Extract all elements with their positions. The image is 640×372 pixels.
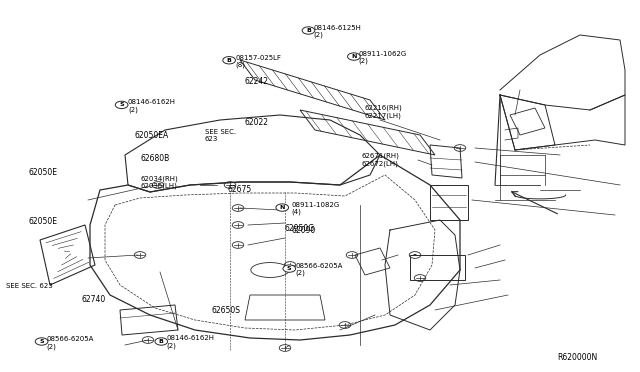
Text: 62216(RH)
62217(LH): 62216(RH) 62217(LH) [365,105,403,119]
Text: 08146-6125H
(2): 08146-6125H (2) [314,25,362,38]
Circle shape [35,338,48,345]
Text: 62675: 62675 [227,185,252,194]
Text: 62050E: 62050E [29,169,58,177]
Circle shape [283,265,296,272]
Text: B: B [306,28,311,33]
Circle shape [223,57,236,64]
Circle shape [115,101,128,109]
Circle shape [155,338,168,345]
Text: S: S [287,266,292,271]
Circle shape [302,27,315,34]
Text: 62680B: 62680B [141,154,170,163]
Text: 62034(RH)
62035(LH): 62034(RH) 62035(LH) [141,175,179,189]
Text: 08911-1082G
(4): 08911-1082G (4) [291,202,339,215]
Text: B: B [227,58,232,63]
Text: 08911-1062G
(2): 08911-1062G (2) [358,51,406,64]
Text: N: N [280,205,285,210]
Text: 08146-6162H
(2): 08146-6162H (2) [128,99,176,113]
Text: SEE SEC. 623: SEE SEC. 623 [6,283,53,289]
Text: 62022: 62022 [244,118,269,127]
Text: B: B [159,339,164,344]
Text: N: N [351,54,356,59]
Text: S: S [119,102,124,108]
Text: 08566-6205A
(2): 08566-6205A (2) [296,263,343,276]
Text: 62671(RH)
62672(LH): 62671(RH) 62672(LH) [362,153,399,167]
Circle shape [348,53,360,60]
Text: 62050EA: 62050EA [134,131,169,140]
Text: 08566-6205A
(2): 08566-6205A (2) [47,336,94,350]
Text: SEE SEC.
623: SEE SEC. 623 [205,129,236,142]
Text: 08157-025LF
(8): 08157-025LF (8) [236,55,282,68]
Text: 62050E: 62050E [29,217,58,226]
Circle shape [413,254,417,256]
Text: 62090: 62090 [291,226,316,235]
Text: 08146-6162H
(2): 08146-6162H (2) [166,336,214,349]
Text: 62242: 62242 [244,77,269,86]
Text: 62740: 62740 [82,295,106,304]
Text: 62650S: 62650S [211,306,240,315]
Text: 62950G: 62950G [285,224,315,233]
Text: S: S [39,339,44,344]
Circle shape [276,204,289,211]
Text: R620000N: R620000N [557,353,597,362]
